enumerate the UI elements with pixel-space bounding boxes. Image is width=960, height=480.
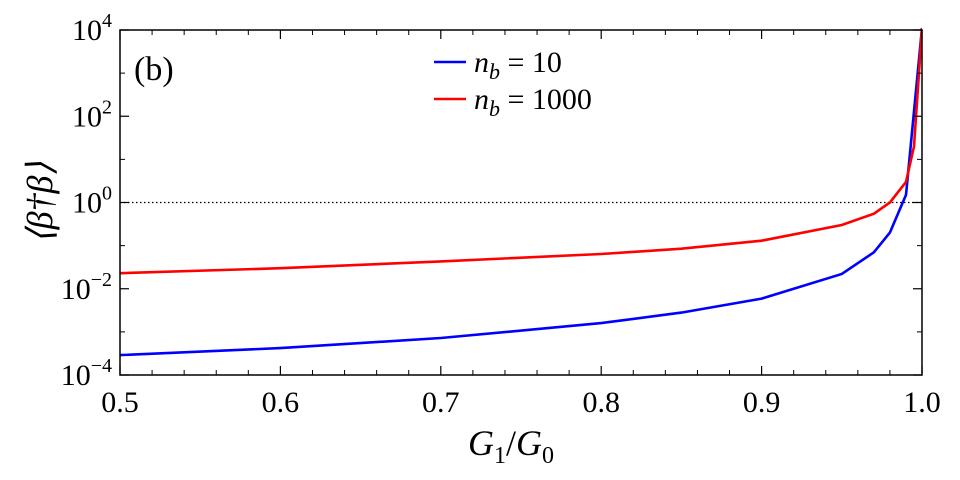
- y-axis-label: ⟨β†β⟩: [20, 162, 60, 244]
- legend-entry-1: nb = 1000: [474, 83, 592, 121]
- x-axis-label-g1: G: [468, 423, 494, 463]
- y-tick-label: 10−2: [61, 269, 112, 306]
- panel-label: (b): [134, 51, 174, 88]
- series-line-0: [120, 27, 922, 357]
- x-axis-label-sub0: 0: [542, 443, 554, 469]
- legend-entry-0: nb = 10: [474, 46, 562, 84]
- y-tick-label: 104: [72, 10, 112, 47]
- x-axis-label-sub1: 1: [494, 443, 506, 469]
- y-tick-label: 10−4: [61, 355, 112, 392]
- series-layer: [120, 27, 922, 357]
- x-tick-label: 0.7: [422, 386, 460, 419]
- x-tick-label: 0.6: [262, 386, 300, 419]
- x-tick-label: 0.9: [743, 386, 781, 419]
- x-tick-label: 0.5: [101, 386, 139, 419]
- x-axis-label-g0: G: [516, 423, 542, 463]
- x-axis-label-slash: /: [506, 423, 516, 463]
- x-tick-label: 0.8: [582, 386, 620, 419]
- y-tick-label: 102: [72, 96, 112, 133]
- tick-layer: 0.5 0.6 0.7 0.8 0.9 1.0 10−4 10−2 100 102 104: [61, 10, 941, 419]
- y-tick-label: 100: [72, 183, 112, 220]
- x-tick-label: 1.0: [903, 386, 941, 419]
- series-line-1: [120, 27, 922, 275]
- x-axis-label: G1/G0: [468, 423, 554, 469]
